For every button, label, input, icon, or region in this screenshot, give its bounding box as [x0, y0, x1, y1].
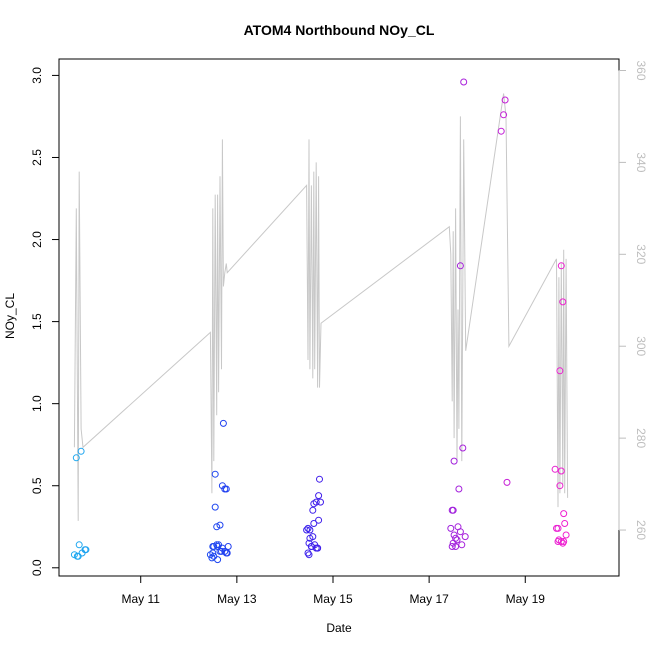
- data-point: [77, 447, 85, 455]
- data-point: [455, 485, 463, 493]
- data-point: [503, 478, 511, 486]
- data-point: [312, 498, 320, 506]
- data-point: [307, 543, 315, 550]
- data-point: [497, 127, 505, 135]
- data-point: [314, 544, 322, 552]
- data-point: [557, 262, 565, 270]
- data-point: [316, 475, 323, 483]
- data-point: [559, 298, 567, 306]
- data-point: [456, 528, 464, 536]
- data-point: [315, 516, 323, 524]
- data-point: [209, 549, 217, 557]
- data-point: [214, 556, 222, 564]
- data-point: [213, 541, 221, 549]
- scatter-series: [70, 78, 570, 564]
- data-point: [304, 524, 312, 532]
- data-point: [551, 465, 559, 473]
- data-point: [305, 551, 313, 559]
- data-point: [449, 506, 457, 514]
- data-point: [557, 467, 565, 475]
- data-point: [554, 524, 562, 532]
- x-tick-label: May 17: [409, 592, 449, 606]
- data-point: [501, 96, 509, 104]
- right-tick-label: 360: [634, 60, 648, 80]
- data-point: [221, 547, 229, 555]
- data-point: [315, 492, 323, 500]
- x-tick-label: May 19: [506, 592, 546, 606]
- right-tick-label: 340: [634, 152, 648, 172]
- data-point: [309, 533, 317, 541]
- data-point: [460, 78, 468, 86]
- data-point: [452, 543, 460, 550]
- right-tick-label: 260: [634, 520, 648, 540]
- y-axis-label: NOy_CL: [3, 293, 17, 339]
- right-tick-label: 300: [634, 336, 648, 356]
- y-tick-label: 2.0: [30, 231, 44, 248]
- data-point: [310, 520, 318, 527]
- data-point: [500, 111, 508, 119]
- data-point: [556, 367, 564, 375]
- data-point: [216, 521, 224, 529]
- data-point: [561, 520, 569, 527]
- x-axis-label: Date: [326, 621, 352, 635]
- left-y-axis: 0.0 0.5 1.0 1.5 2.0 2.5 3.0: [30, 67, 60, 576]
- data-point: [224, 543, 232, 550]
- data-point: [213, 523, 221, 531]
- data-point: [303, 526, 311, 534]
- plot-frame: [58, 58, 620, 577]
- line-series: [73, 93, 569, 521]
- data-point: [448, 543, 456, 550]
- y-tick-label: 1.5: [30, 313, 44, 330]
- chart-title: ATOM4 Northbound NOy_CL: [244, 22, 435, 38]
- x-tick-label: May 15: [313, 592, 353, 606]
- y-tick-label: 3.0: [30, 67, 44, 84]
- data-point: [222, 485, 230, 493]
- data-point: [458, 541, 466, 549]
- data-point: [211, 503, 219, 511]
- data-point: [450, 457, 458, 465]
- data-point: [554, 538, 562, 545]
- data-point: [317, 498, 324, 506]
- data-point: [78, 549, 86, 557]
- data-point: [304, 549, 312, 557]
- data-point: [556, 482, 564, 490]
- y-tick-label: 0.0: [30, 559, 44, 576]
- data-point: [72, 454, 80, 462]
- data-point: [309, 506, 317, 514]
- data-point: [459, 444, 467, 452]
- right-tick-label: 280: [634, 428, 648, 448]
- x-tick-label: May 11: [121, 592, 160, 606]
- right-y-axis: 260 280 300 320 340 360: [618, 60, 648, 540]
- data-point: [560, 510, 568, 518]
- right-tick-label: 320: [634, 244, 648, 264]
- data-point: [456, 262, 464, 270]
- data-point: [557, 538, 565, 545]
- x-tick-label: May 13: [217, 592, 257, 606]
- y-tick-label: 0.5: [30, 477, 44, 494]
- data-point: [219, 419, 227, 427]
- data-point: [306, 526, 314, 534]
- series-line: [73, 93, 569, 521]
- x-axis: May 11 May 13 May 15 May 17 May 19: [121, 575, 546, 606]
- data-point: [211, 470, 219, 478]
- y-tick-label: 1.0: [30, 395, 44, 412]
- y-tick-label: 2.5: [30, 149, 44, 166]
- data-point: [450, 531, 458, 539]
- data-point: [75, 541, 83, 549]
- data-point: [461, 533, 469, 541]
- data-point: [447, 524, 455, 532]
- data-point: [452, 534, 460, 542]
- data-point: [562, 531, 570, 539]
